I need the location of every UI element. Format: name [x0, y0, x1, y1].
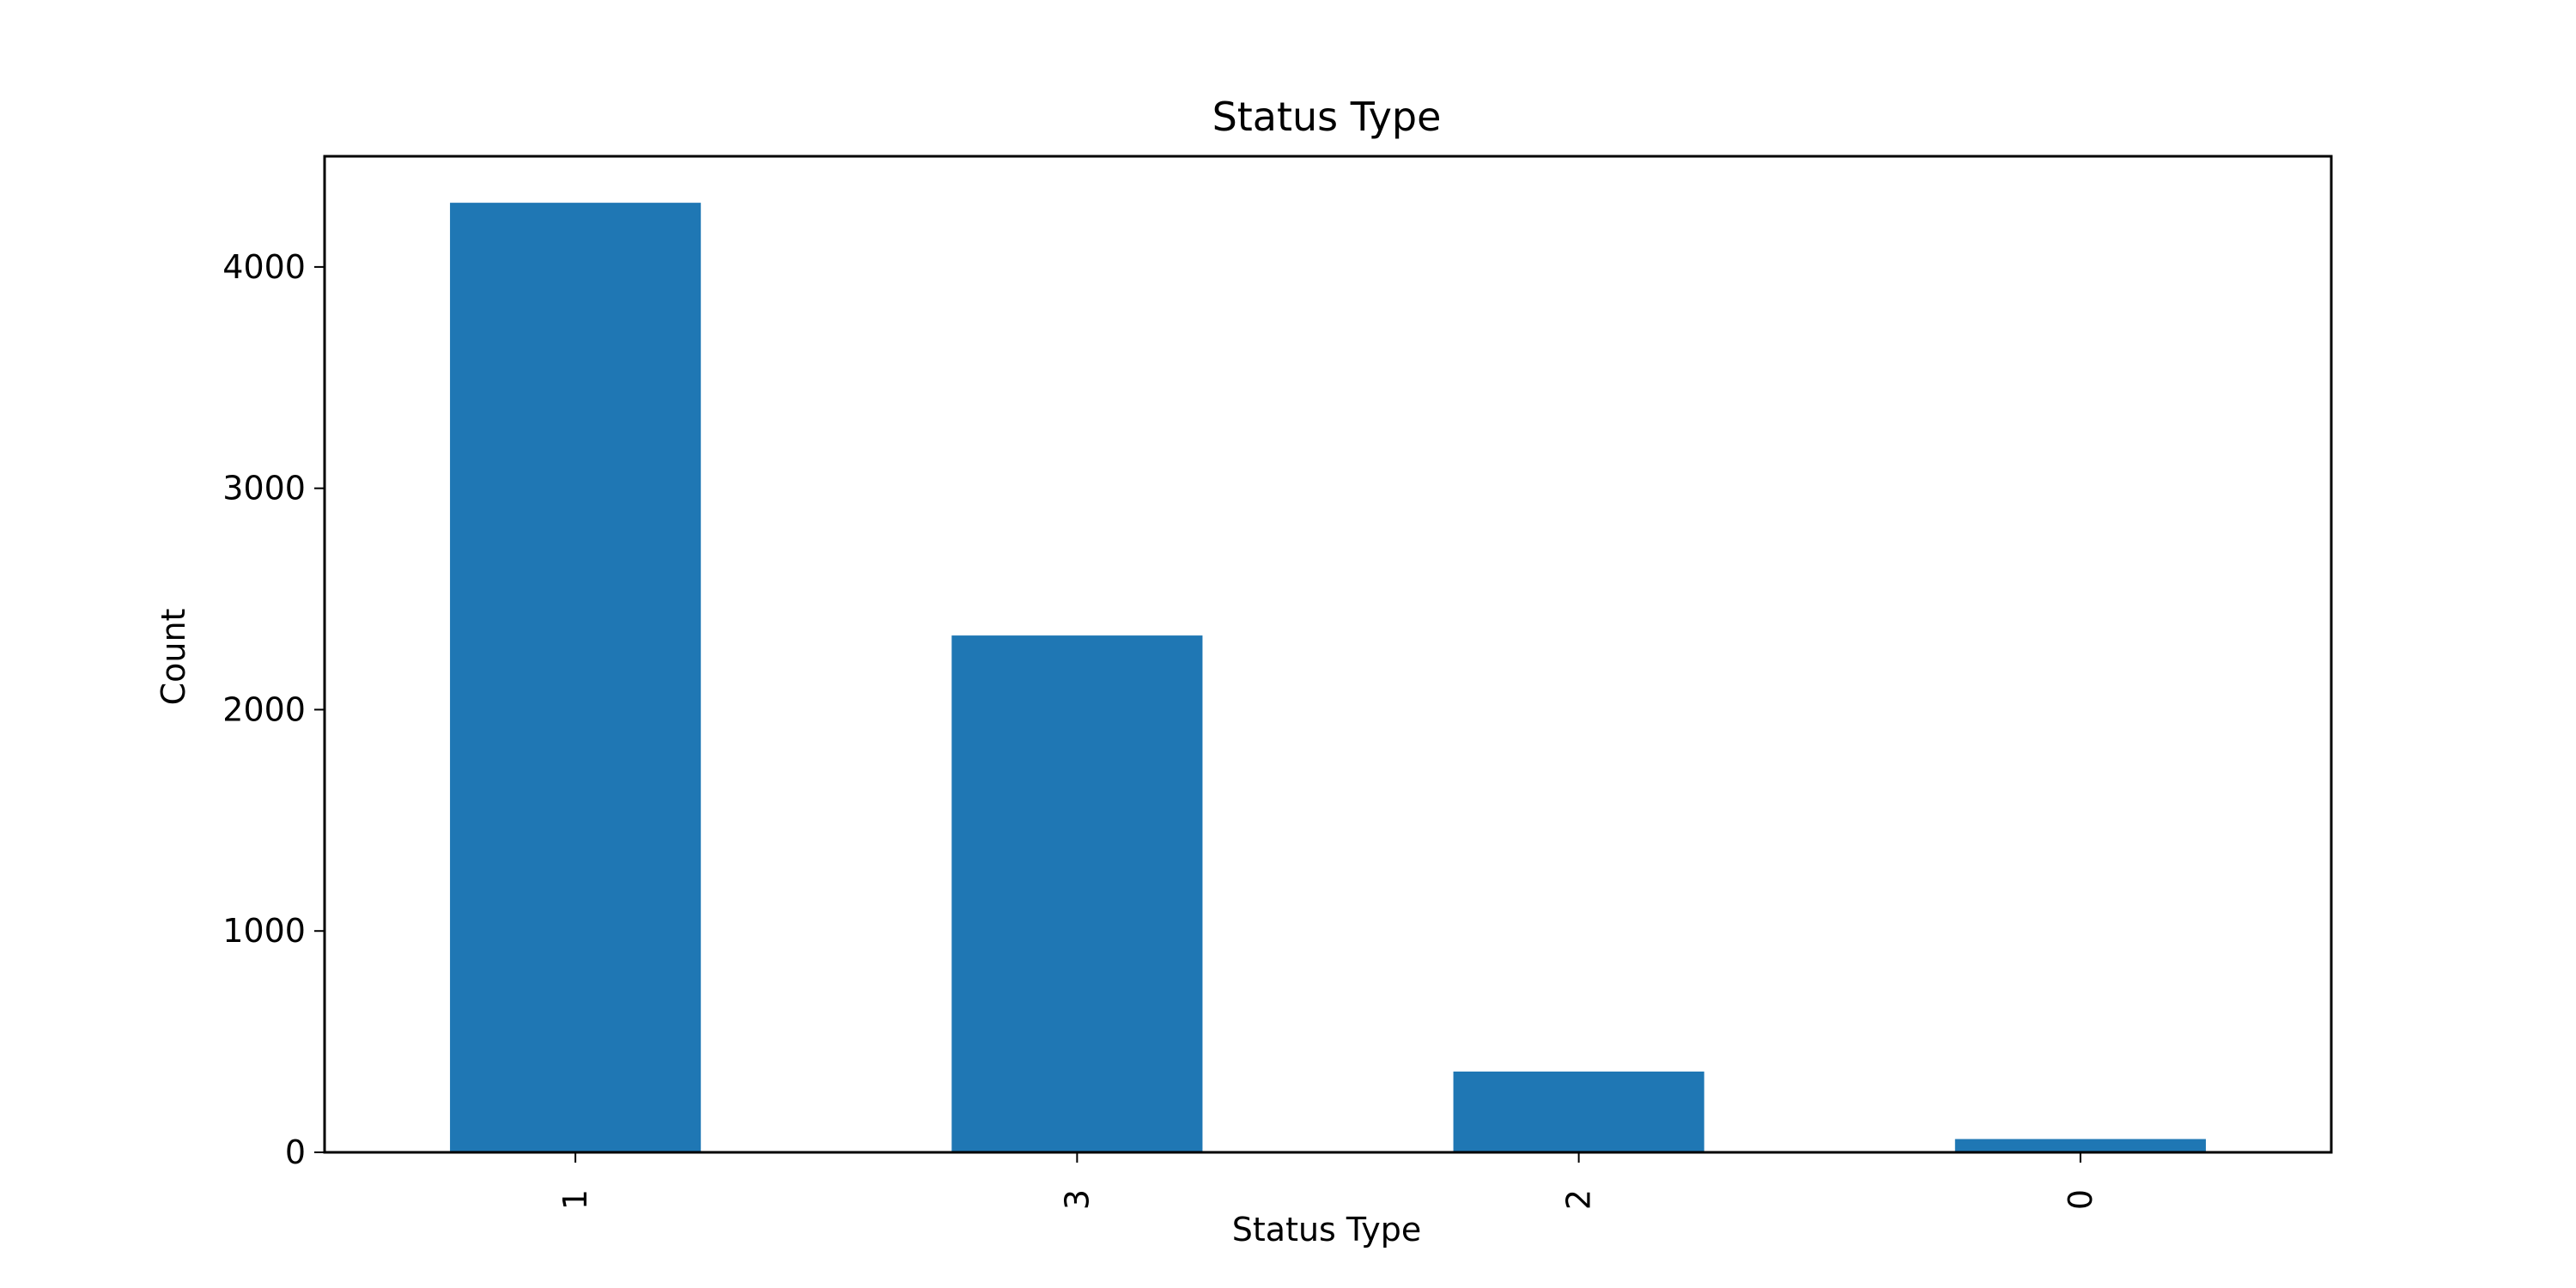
x-tick-label: 0	[2062, 1189, 2099, 1210]
plot-frame	[323, 155, 2333, 1154]
bar-0	[1954, 1139, 2206, 1152]
y-tick-label: 0	[285, 1133, 306, 1171]
x-axis-ticks: 1 3 2 0	[556, 1152, 2099, 1210]
x-tick-label: 2	[1560, 1189, 1598, 1210]
x-tick-label: 3	[1058, 1189, 1096, 1210]
y-tick-label: 4000	[222, 248, 306, 286]
y-tick-label: 3000	[222, 470, 306, 507]
bar-1	[450, 203, 702, 1153]
chart-title: Status Type	[1212, 94, 1442, 140]
x-axis-label: Status Type	[1232, 1211, 1421, 1249]
bar-2	[1453, 1071, 1704, 1152]
bars-layer	[450, 203, 2206, 1153]
bar-3	[951, 635, 1203, 1152]
x-tick-label: 1	[556, 1189, 594, 1210]
y-axis-ticks: 0 1000 2000 3000 4000	[222, 248, 325, 1171]
y-axis-label: Count	[155, 609, 192, 706]
y-tick-label: 1000	[222, 912, 306, 950]
y-tick-label: 2000	[222, 690, 306, 728]
